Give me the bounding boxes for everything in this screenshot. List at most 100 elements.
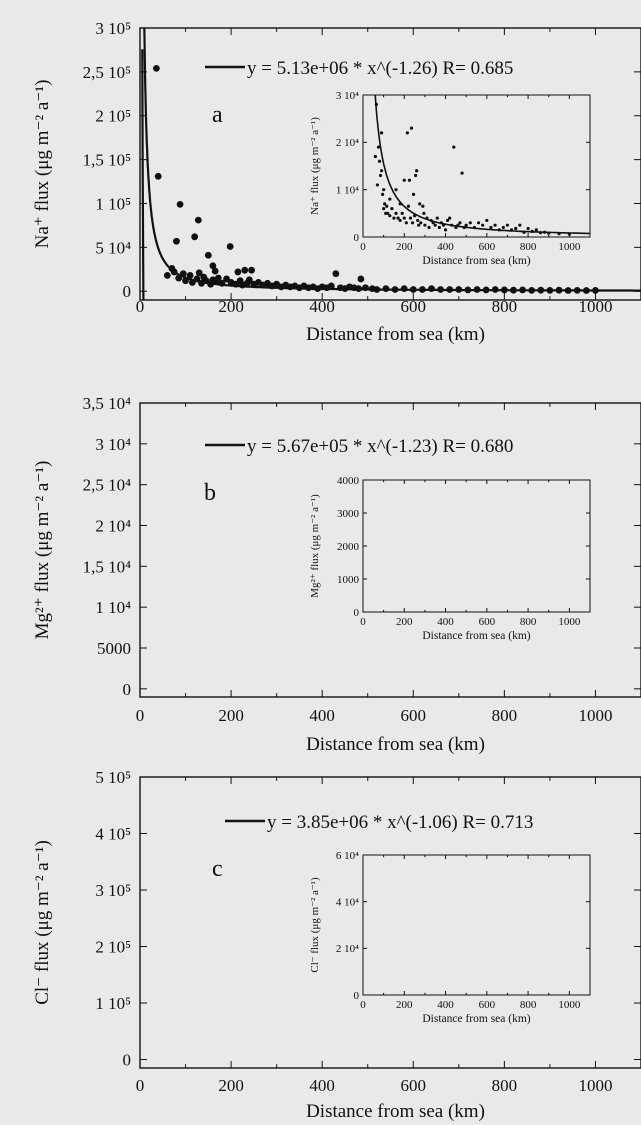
- main-y-tick-label: 5 10⁵: [95, 768, 131, 787]
- main-data-point: [346, 682, 353, 689]
- main-data-point: [455, 683, 462, 690]
- x-axis-label: Distance from sea (km): [306, 1101, 485, 1122]
- main-x-tick-label: 800: [492, 706, 518, 725]
- main-data-point: [228, 1047, 235, 1054]
- main-data-point: [153, 65, 160, 72]
- main-x-tick-label: 800: [492, 1076, 518, 1095]
- inset-data-point: [388, 198, 391, 201]
- inset-data-point: [414, 174, 417, 177]
- main-data-point: [351, 1053, 358, 1060]
- main-y-tick-label: 2 10⁵: [95, 937, 131, 956]
- main-data-point: [492, 684, 499, 691]
- main-data-point: [153, 436, 160, 443]
- main-x-tick-label: 400: [309, 1076, 335, 1095]
- main-data-point: [194, 1044, 201, 1051]
- main-data-point: [205, 252, 212, 259]
- inset-x-tick-label: 400: [437, 616, 454, 628]
- main-data-point: [492, 1055, 499, 1062]
- main-data-point: [332, 270, 339, 277]
- inset-data-point: [418, 202, 421, 205]
- main-data-point: [373, 683, 380, 690]
- inset-data-point: [394, 188, 397, 191]
- inset-x-tick-label: 600: [479, 616, 496, 628]
- main-y-tick-label: 1 10⁵: [95, 994, 131, 1013]
- main-data-point: [282, 681, 289, 688]
- main-x-tick-label: 0: [136, 1076, 145, 1095]
- inset-x-tick-label: 600: [479, 999, 496, 1011]
- main-data-point: [190, 608, 197, 615]
- inset-data-point: [514, 227, 517, 230]
- inset-data-point: [469, 221, 472, 224]
- main-data-point: [264, 680, 271, 687]
- inset-plot-frame: [363, 855, 590, 995]
- inset-data-point: [415, 169, 418, 172]
- main-y-tick-label: 1,5 10⁵: [83, 151, 132, 170]
- main-x-tick-label: 400: [309, 706, 335, 725]
- main-data-point: [175, 673, 182, 680]
- main-data-point: [273, 681, 280, 688]
- inset-data-point: [399, 219, 402, 222]
- main-data-point: [203, 1045, 210, 1052]
- main-data-point: [207, 1046, 214, 1053]
- main-y-tick-label: 1 10⁵: [95, 194, 131, 213]
- main-data-point: [282, 1052, 289, 1059]
- main-data-point: [237, 1048, 244, 1055]
- inset-x-axis-label: Distance from sea (km): [422, 255, 530, 267]
- main-data-point: [171, 671, 178, 678]
- main-data-point: [474, 684, 481, 691]
- main-data-point: [574, 1055, 581, 1062]
- main-data-point: [419, 683, 426, 690]
- main-data-point: [237, 678, 244, 685]
- inset-data-point: [411, 221, 414, 224]
- y-axis-label: Na⁺ flux (μg m⁻² a⁻¹): [32, 80, 53, 249]
- main-data-point: [198, 1005, 205, 1012]
- y-axis-label: Mg²⁺ flux (μg m⁻² a⁻¹): [32, 461, 53, 640]
- main-data-point: [195, 622, 202, 629]
- inset-y-tick-label: 1000: [337, 574, 360, 586]
- main-data-point: [248, 267, 255, 274]
- inset-data-point: [518, 224, 521, 227]
- inset-data-point: [392, 216, 395, 219]
- main-data-point: [248, 649, 255, 656]
- inset-data-point: [382, 207, 385, 210]
- main-data-point: [223, 1044, 230, 1051]
- x-axis-label: Distance from sea (km): [306, 324, 485, 345]
- main-data-point: [182, 636, 189, 643]
- main-data-point: [501, 1055, 508, 1062]
- inset-data-point: [526, 227, 529, 230]
- main-data-point: [342, 683, 349, 690]
- inset-data-point: [423, 224, 426, 227]
- inset-x-tick-label: 800: [520, 616, 537, 628]
- inset-data-point: [477, 221, 480, 224]
- inset-data-point: [407, 205, 410, 208]
- main-data-point: [184, 1042, 191, 1049]
- main-data-point: [305, 1052, 312, 1059]
- inset-x-tick-label: 0: [360, 616, 366, 628]
- main-y-tick-label: 3 10⁵: [95, 19, 131, 38]
- main-data-point: [255, 1049, 262, 1056]
- main-data-point: [319, 682, 326, 689]
- main-y-tick-label: 1,5 10⁴: [83, 557, 132, 576]
- main-data-point: [392, 1054, 399, 1061]
- inset-x-tick-label: 1000: [558, 616, 581, 628]
- panel-label: a: [212, 102, 223, 128]
- inset-a: 0 200 400 600 800 100001 10⁴2 10⁴3 10⁴Distanc…: [309, 4, 590, 267]
- main-data-point: [410, 683, 417, 690]
- main-data-point: [357, 1044, 364, 1051]
- inset-data-point: [452, 145, 455, 148]
- inset-data-point: [382, 188, 385, 191]
- main-y-tick-label: 5000: [97, 639, 131, 658]
- main-data-point: [556, 685, 563, 692]
- main-data-point: [227, 1002, 234, 1009]
- inset-y-tick-label: 4000: [337, 475, 360, 487]
- main-data-point: [346, 1053, 353, 1060]
- main-data-point: [168, 665, 175, 672]
- main-data-point: [465, 684, 472, 691]
- main-data-point: [296, 681, 303, 688]
- inset-y-tick-label: 3000: [337, 508, 360, 520]
- inset-data-point: [390, 207, 393, 210]
- main-data-point: [260, 1049, 267, 1056]
- inset-data-point: [458, 221, 461, 224]
- main-y-tick-label: 3,5 10⁴: [83, 394, 132, 413]
- inset-x-tick-label: 600: [479, 241, 496, 253]
